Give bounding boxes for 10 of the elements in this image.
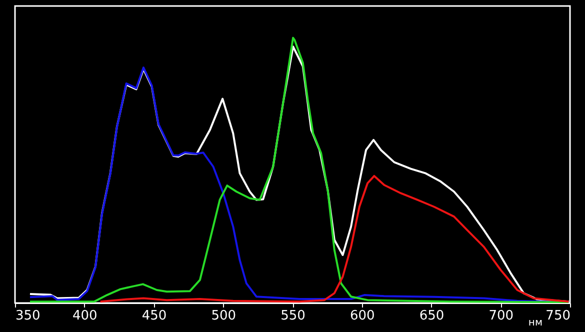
x-tick-label: 700 [488, 308, 514, 324]
x-tick-label: 500 [211, 308, 236, 324]
x-tick-label: 600 [350, 308, 375, 324]
x-tick-label: 350 [16, 308, 40, 324]
x-axis-title: нм [528, 318, 542, 328]
x-tick-label: 550 [280, 308, 306, 324]
x-tick-label: 650 [419, 308, 444, 324]
x-tick-label: 450 [142, 308, 167, 324]
x-tick-label: 750 [546, 308, 570, 324]
x-tick-label: 400 [72, 308, 98, 324]
